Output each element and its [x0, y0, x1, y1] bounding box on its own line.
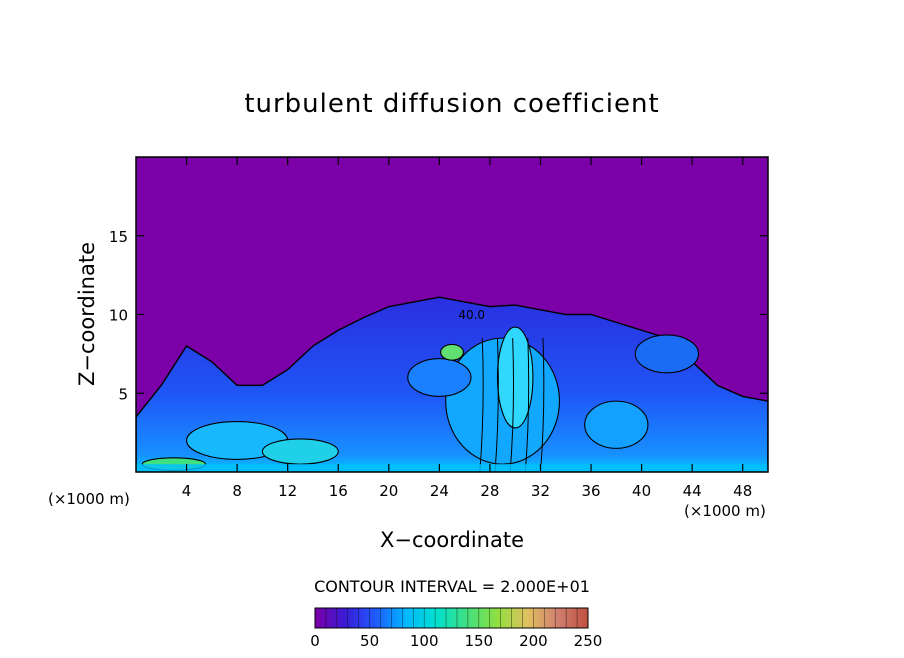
x-tick-label: 4 — [182, 482, 192, 500]
contour-core — [407, 358, 472, 397]
x-axis: 4 8 12 16 20 24 28 32 36 40 44 48 — [182, 157, 752, 500]
x-tick-label: 20 — [379, 482, 398, 500]
contour-core — [496, 326, 534, 429]
contour-core — [261, 438, 339, 465]
colorbar-tick-label: 50 — [360, 632, 379, 650]
contour-interval-label: CONTOUR INTERVAL = 2.000E+01 — [314, 577, 590, 596]
y-tick-label: 5 — [118, 385, 128, 403]
surface-band — [136, 464, 768, 472]
diffusion-field: 40.0 — [136, 296, 768, 472]
x-tick-label: 36 — [581, 482, 600, 500]
contour-core — [634, 334, 700, 374]
x-tick-label: 40 — [632, 482, 651, 500]
contour-line — [494, 338, 499, 472]
contour-line — [524, 338, 530, 472]
contour-line-outer — [136, 296, 768, 472]
x-tick-label: 32 — [531, 482, 550, 500]
colorbar-tick-label: 250 — [574, 632, 603, 650]
colorbar-ticks: 0 50 100 150 200 250 — [310, 608, 602, 650]
y-tick-label: 10 — [109, 307, 128, 325]
x-axis-label: X−coordinate — [380, 528, 524, 552]
y-axis: 5 10 15 — [109, 228, 768, 403]
contour-core — [440, 343, 464, 361]
x-tick-label: 28 — [480, 482, 499, 500]
x-tick-label: 8 — [232, 482, 242, 500]
colorbar — [314, 607, 589, 629]
contour-line — [539, 338, 545, 472]
x-unit-label-right: (×1000 m) — [684, 502, 766, 520]
plot-area: 40.0 — [136, 157, 768, 472]
colorbar-tick-label: 0 — [310, 632, 320, 650]
x-tick-label: 44 — [683, 482, 702, 500]
x-unit-label-left: (×1000 m) — [48, 490, 130, 508]
chart-title: turbulent diffusion coefficient — [244, 89, 659, 119]
y-tick-label: 15 — [109, 228, 128, 246]
contour-line — [479, 338, 484, 472]
x-tick-label: 16 — [329, 482, 348, 500]
x-tick-label: 12 — [278, 482, 297, 500]
colorbar-tick-label: 150 — [464, 632, 493, 650]
colorbar-tick-label: 100 — [410, 632, 439, 650]
contour-core — [584, 400, 649, 449]
x-tick-label: 48 — [733, 482, 752, 500]
y-axis-label: Z−coordinate — [75, 242, 99, 386]
contour-line — [509, 338, 515, 472]
x-tick-label: 24 — [430, 482, 449, 500]
colorbar-tick-label: 200 — [519, 632, 548, 650]
contour-annotation: 40.0 — [458, 308, 485, 322]
